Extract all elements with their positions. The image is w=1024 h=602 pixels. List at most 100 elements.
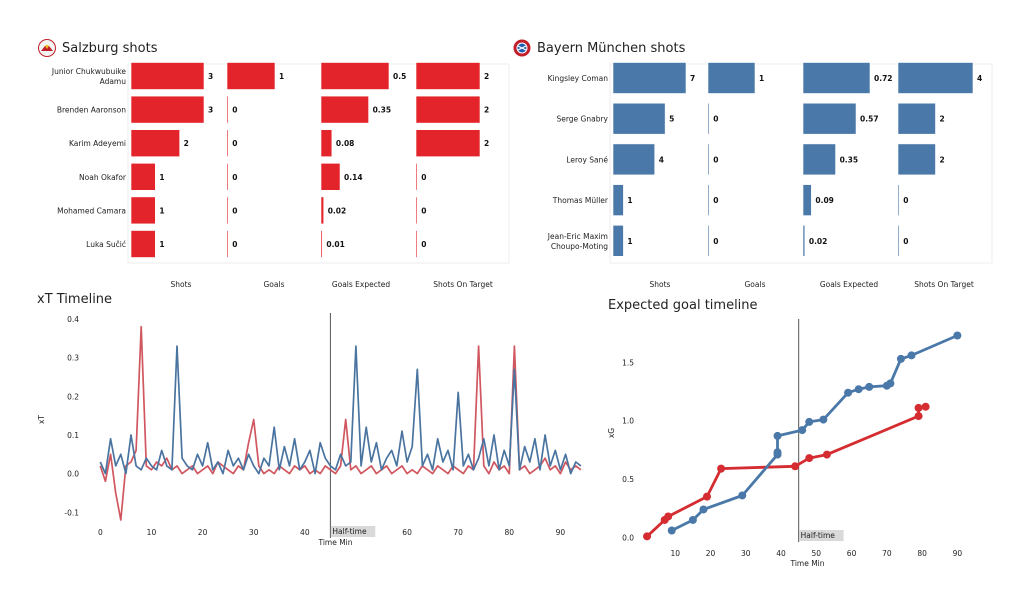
series-line-1 <box>671 334 958 532</box>
bar-value-label: 0.09 <box>815 196 834 205</box>
panel-frame <box>609 63 993 264</box>
bar-value-label: 0 <box>713 196 718 205</box>
data-point <box>805 454 814 463</box>
data-point <box>914 412 923 421</box>
bar-value-label: 0 <box>421 206 426 215</box>
bar <box>320 95 369 124</box>
player-label: Thomas Müller <box>552 196 609 205</box>
bar-value-label: 3 <box>208 72 213 81</box>
bar-value-label: 0.14 <box>344 173 363 182</box>
salzburg-header: Salzburg shots <box>38 39 157 57</box>
bar-value-label: 1 <box>627 237 632 246</box>
bar <box>707 62 756 94</box>
bar <box>130 129 180 157</box>
bar-value-label: 0 <box>713 237 718 246</box>
data-point <box>896 354 905 363</box>
bar-value-label: 3 <box>208 106 213 115</box>
x-axis-label: Time Min <box>789 559 824 568</box>
bar-value-label: 0 <box>713 115 718 124</box>
data-point <box>667 526 676 535</box>
bar-value-label: 2 <box>484 72 489 81</box>
data-point <box>844 388 853 397</box>
x-tick-label: 40 <box>300 528 310 537</box>
data-point <box>717 464 726 473</box>
player-label: Karim Adeyemi <box>69 139 126 148</box>
player-label: Kingsley Coman <box>548 74 609 83</box>
data-point <box>791 462 800 471</box>
x-tick-label: 60 <box>402 528 412 537</box>
data-point <box>854 385 863 394</box>
data-point <box>798 426 807 435</box>
panel-frame <box>127 63 510 264</box>
y-tick-label: -0.1 <box>64 508 79 517</box>
data-point <box>914 403 923 412</box>
bar <box>802 62 871 94</box>
player-label: Noah Okafor <box>79 173 127 182</box>
x-tick-label: 90 <box>556 528 566 537</box>
bar <box>415 230 418 258</box>
bar-value-label: 0.02 <box>809 237 828 246</box>
data-point <box>688 515 697 524</box>
bar-value-label: 0 <box>232 173 237 182</box>
bar <box>415 95 481 124</box>
bar <box>897 62 974 94</box>
player-label: Leroy Sané <box>566 155 608 164</box>
column-label: Shots <box>650 280 671 289</box>
x-tick-label: 20 <box>198 528 208 537</box>
bar-value-label: 1 <box>159 240 164 249</box>
bar <box>802 102 857 135</box>
bar <box>897 225 900 257</box>
player-label: Jean-Eric Maxim Choupo-Moting <box>547 232 608 251</box>
x-tick-label: 50 <box>812 549 822 558</box>
bar-value-label: 7 <box>690 74 695 83</box>
xt-timeline-title: xT Timeline <box>37 292 113 307</box>
series-line-0 <box>646 405 926 538</box>
bar-value-label: 5 <box>669 115 674 124</box>
bar <box>130 62 205 90</box>
y-tick-label: 0.3 <box>67 354 79 363</box>
halftime-label: Half-time <box>801 531 836 540</box>
bar-value-label: 0.01 <box>326 240 345 249</box>
column-label: Goals <box>745 280 766 289</box>
y-tick-label: 1.0 <box>622 417 634 426</box>
bar-value-label: 0.35 <box>840 155 859 164</box>
bar <box>897 143 936 176</box>
data-point <box>773 448 782 457</box>
y-axis-label: xG <box>607 428 616 438</box>
bar <box>802 143 836 176</box>
bar <box>415 163 418 191</box>
series-line-0 <box>99 325 582 521</box>
y-tick-label: 1.5 <box>622 358 634 367</box>
bar-value-label: 0 <box>713 155 718 164</box>
bar <box>320 129 333 157</box>
bar-value-label: 0.57 <box>860 115 879 124</box>
column-label: Goals Expected <box>820 280 879 289</box>
bar <box>415 196 418 225</box>
bar-value-label: 0 <box>232 106 237 115</box>
bar <box>130 230 156 258</box>
bar-value-label: 1 <box>159 206 164 215</box>
data-point <box>907 351 916 360</box>
data-point <box>664 512 673 521</box>
column-label: Shots On Target <box>433 280 493 289</box>
bar <box>612 62 687 94</box>
bar <box>707 225 710 257</box>
bar <box>612 102 666 135</box>
bar <box>320 196 325 225</box>
bar <box>897 184 900 216</box>
data-point <box>819 415 828 424</box>
halftime-label-box <box>799 530 844 541</box>
bar <box>802 225 806 257</box>
data-point <box>865 382 874 391</box>
bayern-title: Bayern München shots <box>537 40 686 56</box>
series-line-1 <box>99 345 582 475</box>
x-tick-label: 10 <box>147 528 157 537</box>
bar <box>130 196 156 225</box>
column-label: Shots On Target <box>914 280 974 289</box>
data-point <box>921 402 930 411</box>
x-tick-label: 70 <box>453 528 463 537</box>
bar-value-label: 0 <box>421 240 426 249</box>
bar <box>226 163 229 191</box>
x-tick-label: 10 <box>670 549 680 558</box>
